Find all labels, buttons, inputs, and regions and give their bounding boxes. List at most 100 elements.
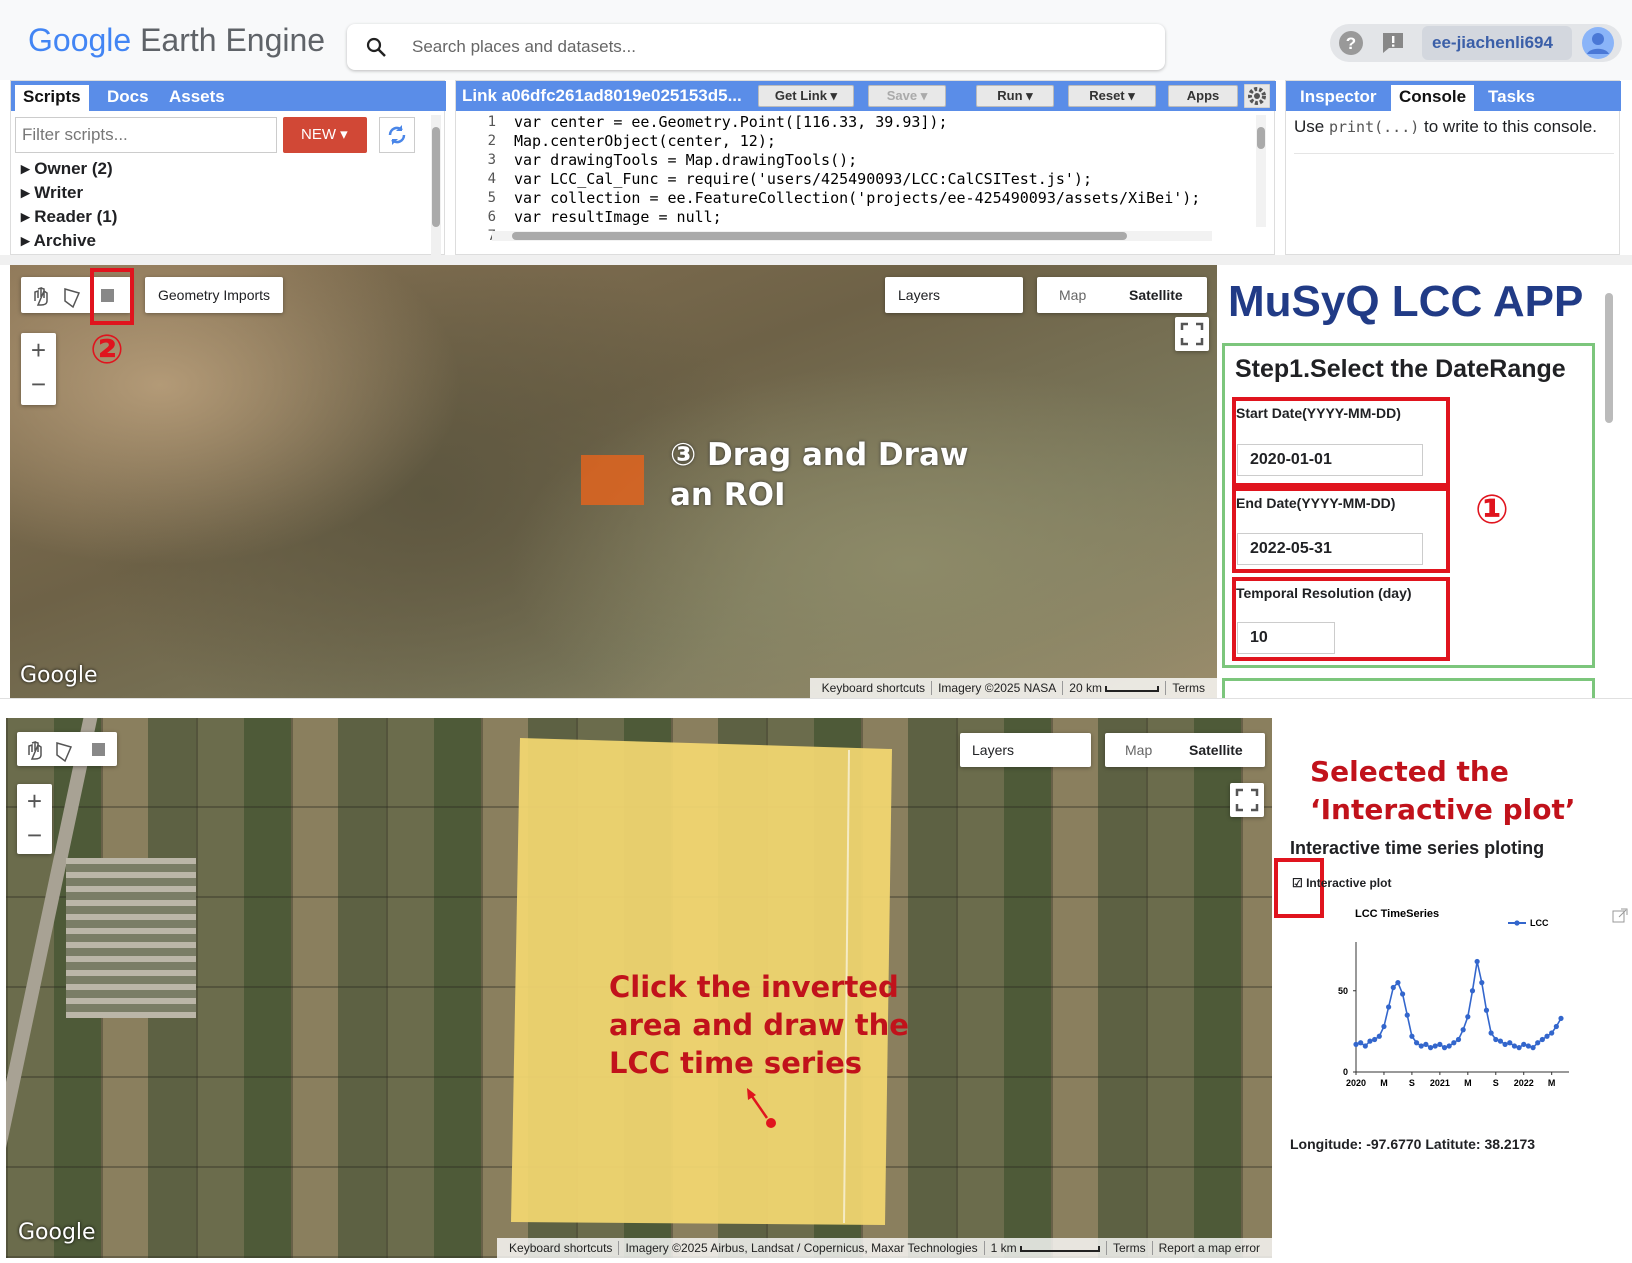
splitter[interactable] bbox=[0, 255, 1632, 265]
save-button[interactable]: Save ▾ bbox=[868, 85, 946, 107]
tab[interactable]: Assets bbox=[169, 87, 225, 106]
get-link-button[interactable]: Get Link ▾ bbox=[758, 85, 854, 107]
zoom-out[interactable]: − bbox=[26, 820, 43, 850]
logo[interactable]: Google Earth Engine bbox=[28, 22, 325, 59]
scroll-thumb[interactable] bbox=[432, 127, 440, 227]
scroll-thumb[interactable] bbox=[1257, 127, 1265, 149]
folder-label: Owner (2) bbox=[34, 159, 113, 178]
scroll-thumb[interactable] bbox=[512, 232, 1127, 240]
v-scrollbar[interactable] bbox=[1256, 115, 1266, 227]
map-type: Map Satellite bbox=[1105, 733, 1265, 767]
scrollbar[interactable] bbox=[1603, 273, 1615, 673]
fullscreen-button[interactable] bbox=[1175, 317, 1209, 351]
new-button[interactable]: NEW ▾ bbox=[283, 117, 367, 153]
annotation-line: ③ Drag and Draw bbox=[670, 437, 969, 473]
scale-label: 20 km bbox=[1069, 681, 1102, 695]
geometry-imports[interactable]: Geometry Imports bbox=[145, 277, 283, 313]
data-point bbox=[1432, 1043, 1438, 1049]
annotation-line: Click the inverted bbox=[609, 970, 899, 1004]
script-title: Link a06dfc261ad8019e025153d5... bbox=[462, 86, 742, 105]
checkbox[interactable]: ☑ Interactive plot bbox=[1292, 876, 1392, 890]
date-input[interactable]: 2022-05-31 bbox=[1237, 533, 1423, 565]
attribution-item[interactable]: Keyboard shortcuts bbox=[503, 1241, 620, 1255]
satellite-button[interactable]: Satellite bbox=[1189, 742, 1243, 758]
zoom-in[interactable]: + bbox=[26, 786, 43, 816]
editor-toolbar: Link a06dfc261ad8019e025153d5... Get Lin… bbox=[456, 81, 1276, 111]
search-box[interactable]: Search places and datasets... bbox=[347, 24, 1165, 70]
data-point bbox=[1399, 991, 1406, 997]
tool-icons bbox=[28, 740, 105, 763]
x-tick-label: M bbox=[1380, 1078, 1388, 1088]
folder[interactable]: ▸ Reader (1) bbox=[21, 207, 118, 226]
attribution: Keyboard shortcuts Imagery ©2025 NASA 20 k… bbox=[809, 678, 1217, 698]
zoom-in[interactable]: + bbox=[30, 335, 47, 365]
layers-button[interactable]: Layers bbox=[885, 277, 1023, 313]
layers-button[interactable]: Layers bbox=[960, 733, 1091, 767]
checkbox-label: Interactive plot bbox=[1306, 876, 1392, 890]
fullscreen-icon bbox=[1235, 788, 1259, 812]
fullscreen-icon bbox=[1180, 322, 1204, 346]
date-input[interactable]: 2020-01-01 bbox=[1237, 444, 1423, 476]
folder[interactable]: ▸ Archive bbox=[21, 231, 97, 250]
x-tick-label: S bbox=[1409, 1078, 1415, 1088]
run-button[interactable]: Run ▾ bbox=[976, 85, 1054, 107]
map-view[interactable]: Geometry Imports Layers Map Satellite + −… bbox=[10, 265, 1217, 698]
code-line: var collection = ee.FeatureCollection('p… bbox=[514, 189, 1201, 207]
data-point bbox=[1525, 1043, 1531, 1049]
step1-box bbox=[1222, 343, 1595, 668]
popout-icon[interactable] bbox=[1612, 908, 1628, 924]
attribution-item[interactable]: Report a map error bbox=[1158, 1241, 1260, 1255]
map-button[interactable]: Map bbox=[1059, 287, 1087, 303]
zoom-out[interactable]: − bbox=[30, 369, 47, 399]
attribution-item[interactable]: Terms bbox=[1106, 1241, 1153, 1255]
splitter[interactable] bbox=[0, 698, 1632, 718]
help-icon[interactable]: ? bbox=[1338, 30, 1364, 56]
data-point bbox=[1479, 980, 1485, 986]
resolution-input[interactable]: 10 bbox=[1237, 622, 1335, 654]
folder[interactable]: ▸ Owner (2) bbox=[21, 159, 113, 178]
scroll-thumb[interactable] bbox=[1605, 293, 1613, 423]
data-point bbox=[1372, 1036, 1378, 1043]
code-line: var center = ee.Geometry.Point([116.33, … bbox=[514, 113, 948, 131]
data-point bbox=[1362, 1043, 1368, 1049]
satellite-button[interactable]: Satellite bbox=[1129, 287, 1183, 303]
data-point bbox=[1544, 1033, 1550, 1039]
map-button[interactable]: Map bbox=[1125, 742, 1153, 758]
attribution-item[interactable]: Terms bbox=[1172, 681, 1205, 695]
fullscreen-button[interactable] bbox=[1230, 783, 1264, 817]
series-line bbox=[1355, 961, 1562, 1049]
roi-result[interactable] bbox=[511, 738, 892, 1225]
drawing-tools bbox=[21, 277, 131, 313]
data-point bbox=[1521, 1041, 1527, 1047]
attribution-item[interactable]: Keyboard shortcuts bbox=[815, 681, 933, 695]
scrollbar[interactable] bbox=[431, 115, 441, 255]
tab[interactable]: Console bbox=[1391, 85, 1475, 111]
scale: 20 km bbox=[1063, 681, 1167, 695]
feedback-icon[interactable] bbox=[1380, 30, 1406, 56]
h-scrollbar[interactable] bbox=[492, 231, 1212, 241]
filter-input[interactable]: Filter scripts... bbox=[15, 117, 277, 153]
search-placeholder: Search places and datasets... bbox=[412, 37, 636, 56]
tab[interactable]: Scripts bbox=[15, 85, 89, 111]
tab[interactable]: Docs bbox=[107, 87, 149, 106]
app-panel: MuSyQ LCC APP Step1.Select the DateRange… bbox=[1217, 265, 1620, 698]
tool-icons bbox=[34, 286, 114, 309]
settings-button[interactable] bbox=[1244, 84, 1270, 108]
reset-button[interactable]: Reset ▾ bbox=[1068, 85, 1156, 107]
tab[interactable]: Tasks bbox=[1488, 87, 1535, 106]
data-point bbox=[1386, 1004, 1392, 1010]
avatar[interactable] bbox=[1582, 27, 1614, 59]
user-name[interactable]: ee-jiachenli694 bbox=[1422, 26, 1572, 60]
folder[interactable]: ▸ Writer bbox=[21, 183, 84, 202]
tab[interactable]: Inspector bbox=[1300, 87, 1377, 106]
line-numbers: 1 2 3 4 5 6 7 bbox=[456, 113, 496, 246]
apps-button[interactable]: Apps bbox=[1168, 85, 1238, 107]
panel-heading: Interactive time series ploting bbox=[1290, 838, 1545, 858]
line-number: 7 bbox=[456, 227, 496, 246]
refresh-button[interactable] bbox=[379, 117, 415, 153]
map-view[interactable]: Layers Map Satellite + − Click the invert… bbox=[6, 718, 1272, 1258]
data-point bbox=[1427, 1045, 1434, 1051]
folder-label: Reader (1) bbox=[34, 207, 118, 226]
data-point bbox=[1376, 1033, 1382, 1039]
